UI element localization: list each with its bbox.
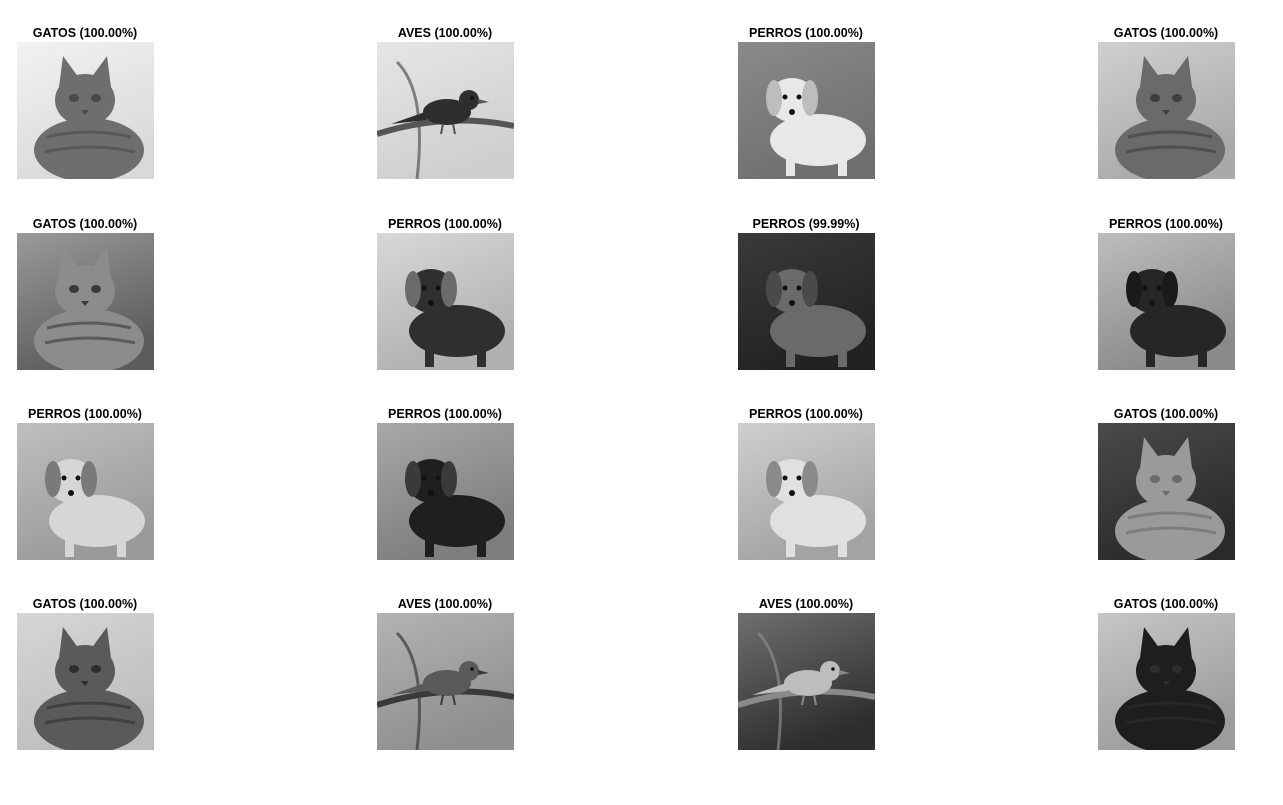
image-panel: PERROS (100.00%) [355,215,535,380]
dog-photo [377,423,514,560]
panel-title: GATOS (100.00%) [1113,26,1219,40]
image-panel: AVES (100.00%) [716,595,896,760]
panel-title: PERROS (100.00%) [388,407,502,421]
panel-title: PERROS (99.99%) [752,217,860,231]
panel-title: AVES (100.00%) [397,597,493,611]
image-panel: GATOS (100.00%) [0,24,175,189]
dog-photo [738,423,875,560]
panel-title: PERROS (100.00%) [749,407,863,421]
bird-photo [738,613,875,750]
panel-title: PERROS (100.00%) [749,26,863,40]
panel-title: AVES (100.00%) [758,597,854,611]
panel-title: PERROS (100.00%) [1109,217,1223,231]
dog-photo [17,423,154,560]
cat-photo [17,42,154,179]
cat-photo [17,233,154,370]
image-panel: PERROS (100.00%) [0,405,175,570]
image-panel: PERROS (100.00%) [716,405,896,570]
image-panel: GATOS (100.00%) [0,595,175,760]
image-panel: PERROS (100.00%) [1076,215,1256,380]
image-panel: GATOS (100.00%) [1076,24,1256,189]
image-panel: AVES (100.00%) [355,595,535,760]
dog-photo [738,42,875,179]
dog-photo [738,233,875,370]
cat-photo [17,613,154,750]
panel-title: GATOS (100.00%) [1113,407,1219,421]
image-panel: PERROS (100.00%) [716,24,896,189]
panel-title: GATOS (100.00%) [32,26,138,40]
panel-title: PERROS (100.00%) [28,407,142,421]
dog-photo [377,233,514,370]
image-panel: AVES (100.00%) [355,24,535,189]
image-panel: GATOS (100.00%) [0,215,175,380]
panel-title: GATOS (100.00%) [32,217,138,231]
panel-title: GATOS (100.00%) [32,597,138,611]
bird-photo [377,613,514,750]
image-panel: GATOS (100.00%) [1076,405,1256,570]
cat-photo [1098,42,1235,179]
panel-title: PERROS (100.00%) [388,217,502,231]
cat-photo [1098,613,1235,750]
image-panel: GATOS (100.00%) [1076,595,1256,760]
bird-photo [377,42,514,179]
dog-photo [1098,233,1235,370]
panel-title: GATOS (100.00%) [1113,597,1219,611]
image-panel: PERROS (99.99%) [716,215,896,380]
panel-title: AVES (100.00%) [397,26,493,40]
image-panel: PERROS (100.00%) [355,405,535,570]
cat-photo [1098,423,1235,560]
